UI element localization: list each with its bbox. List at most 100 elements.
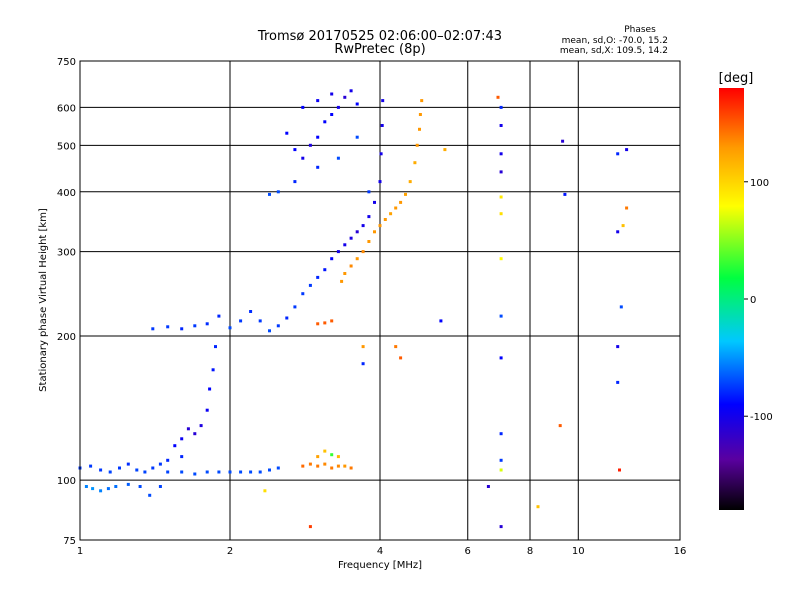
echo-point [330, 319, 334, 323]
x-tick-label: 8 [527, 546, 533, 557]
echo-point [263, 489, 267, 493]
echo-point [616, 152, 620, 156]
echo-point [143, 470, 147, 474]
echo-point [118, 466, 121, 470]
echo-point [205, 322, 209, 326]
echo-point [293, 148, 297, 152]
echo-point [316, 322, 320, 326]
echo-point [349, 89, 353, 93]
x-tick-label: 6 [465, 546, 471, 557]
echo-point [84, 485, 88, 488]
echo-point [399, 200, 403, 204]
echo-point [158, 485, 162, 488]
echo-point [301, 464, 305, 468]
echo-point [619, 305, 623, 309]
echo-point [355, 135, 359, 139]
chart-title: Tromsø 20170525 02:06:00–02:07:43 [257, 29, 502, 44]
echo-point [499, 257, 503, 261]
echo-point [323, 120, 327, 124]
echo-point [268, 192, 271, 196]
echo-point [415, 143, 419, 147]
echo-point [343, 243, 347, 247]
echo-point [217, 470, 221, 474]
echo-point [308, 283, 312, 287]
echo-point [330, 466, 334, 470]
echo-point [208, 387, 212, 391]
echo-point [336, 156, 340, 160]
echo-point [151, 466, 155, 470]
echo-point [625, 206, 629, 210]
echo-point [616, 345, 620, 349]
echo-point [323, 462, 327, 466]
echo-point [336, 464, 340, 468]
x-tick-label: 4 [377, 546, 383, 557]
y-tick-label: 200 [57, 332, 76, 343]
echo-point [618, 468, 621, 472]
echo-point [308, 525, 312, 529]
x-tick-labels: 1 2 4 6 8 10 16 [77, 546, 687, 557]
echo-point [214, 345, 217, 349]
echo-point [276, 190, 280, 194]
data-points [78, 89, 629, 529]
echo-point [301, 156, 305, 160]
colorbar [719, 88, 744, 510]
echo-point [316, 275, 320, 279]
echo-point [343, 95, 347, 99]
echo-point [381, 99, 385, 103]
echo-point [180, 470, 184, 474]
chart-subtitle: RwPretec (8p) [334, 42, 425, 57]
echo-point [330, 257, 334, 261]
x-tick-label: 1 [77, 546, 83, 557]
echo-point [316, 455, 320, 459]
echo-point [378, 224, 382, 228]
echo-point [349, 236, 353, 240]
echo-point [378, 180, 382, 184]
echo-point [330, 92, 334, 96]
y-tick-label: 500 [57, 141, 76, 152]
echo-point [343, 272, 347, 275]
echo-point [228, 326, 232, 330]
echo-point [180, 455, 184, 459]
stats-o-mode: mean, sd,O: -70.0, 15.2 [562, 36, 668, 46]
echo-point [276, 466, 280, 470]
echo-point [148, 493, 152, 497]
echo-point [205, 408, 209, 412]
echo-point [361, 345, 365, 349]
echo-point [496, 95, 500, 99]
echo-point [373, 200, 376, 204]
echo-point [625, 148, 629, 152]
echo-point [499, 525, 503, 529]
echo-point [340, 279, 344, 283]
y-tick-label: 600 [57, 103, 76, 114]
echo-point [91, 487, 95, 491]
echo-point [616, 230, 620, 234]
echo-point [99, 489, 103, 493]
echo-point [536, 505, 540, 509]
echo-point [316, 165, 320, 169]
echo-point [443, 148, 447, 152]
echo-point [383, 218, 387, 221]
echo-point [285, 131, 289, 135]
colorbar-label: [deg] [719, 71, 754, 86]
echo-point [499, 170, 503, 174]
echo-point [258, 470, 262, 474]
echo-point [323, 321, 327, 325]
echo-point [413, 161, 417, 165]
echo-point [349, 264, 353, 268]
echo-point [301, 292, 305, 296]
echo-point [499, 468, 503, 472]
echo-point [114, 485, 118, 488]
echo-point [355, 257, 359, 261]
echo-point [293, 180, 297, 184]
echo-point [173, 444, 177, 448]
echo-point [268, 329, 271, 333]
echo-point [285, 316, 289, 320]
echo-point [151, 327, 155, 331]
colorbar-tick-label: 0 [750, 295, 756, 306]
echo-point [239, 319, 243, 323]
colorbar-tick-label: 100 [750, 178, 769, 189]
echo-point [380, 124, 384, 127]
echo-point [361, 224, 365, 228]
echo-point [138, 485, 142, 488]
y-tick-label: 750 [57, 57, 76, 68]
